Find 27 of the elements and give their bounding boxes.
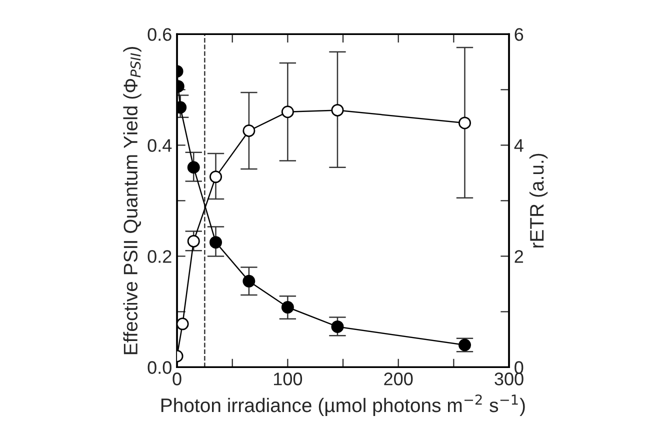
- point: [242, 274, 256, 288]
- y2-axis-title: rETR (a.u.): [529, 154, 548, 248]
- y-tick-label: 0.6: [148, 28, 172, 41]
- point: [331, 104, 344, 116]
- point: [187, 161, 200, 174]
- x-tick-label: 0: [172, 372, 182, 386]
- point: [210, 236, 222, 249]
- y2-tick-label: 4: [514, 139, 524, 152]
- point: [242, 124, 256, 137]
- point: [331, 320, 344, 333]
- y-axis-title: Effective PSII Quantum Yield (Φ$_{PSII}$): [123, 47, 142, 354]
- y2-tick-label: 6: [514, 28, 524, 41]
- point: [177, 318, 189, 330]
- point: [458, 116, 471, 130]
- point: [458, 338, 471, 352]
- point: [281, 106, 294, 118]
- x-tick-label: 100: [274, 372, 302, 386]
- y-tick-label: 0.2: [148, 250, 172, 263]
- y2-tick-label: 2: [514, 250, 524, 263]
- point: [187, 234, 200, 248]
- point: [210, 170, 222, 184]
- y-tick-label: 0.4: [148, 139, 172, 152]
- x-tick-label: 200: [384, 372, 413, 386]
- x-tick-label: 300: [494, 372, 524, 386]
- x-axis-title: Photon irradiance (µmol photons m$^{−2}$ s$^{−1}$): [161, 394, 525, 416]
- point: [281, 301, 294, 314]
- y-tick-label: 0.0: [148, 361, 172, 374]
